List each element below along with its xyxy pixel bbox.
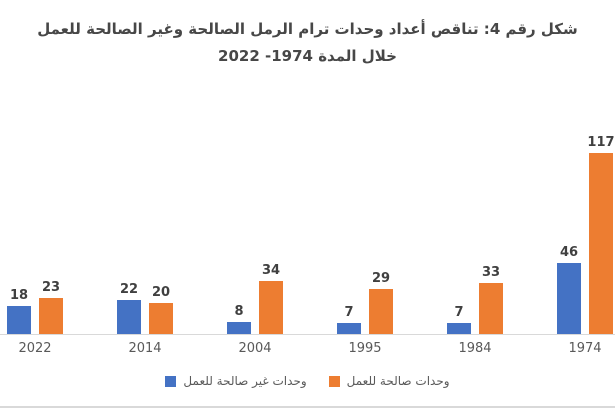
page-bottom-edge-line bbox=[0, 406, 615, 408]
bar-value-label: 23 bbox=[41, 280, 61, 295]
bar-group-2014: 22 20 bbox=[90, 140, 200, 334]
legend-label-not-working: وحدات غير صالحة للعمل bbox=[183, 374, 307, 388]
bar-value-label: 8 bbox=[234, 304, 244, 319]
bar-value-label: 46 bbox=[559, 245, 579, 260]
bar-group-2004: 8 34 bbox=[200, 140, 310, 334]
bar-1995-series2[interactable]: 29 bbox=[369, 271, 393, 334]
bar-value-label: 33 bbox=[481, 265, 501, 280]
bar-value-label: 34 bbox=[261, 263, 281, 278]
bar-group-1984: 7 33 bbox=[420, 140, 530, 334]
legend-swatch-orange-icon bbox=[328, 375, 340, 387]
bar-1974-series1[interactable]: 46 bbox=[557, 245, 581, 334]
legend-swatch-blue-icon bbox=[165, 375, 177, 387]
bar-value-label: 20 bbox=[151, 285, 171, 300]
x-axis-label-1974: 1974 bbox=[568, 341, 602, 356]
bar-value-label: 117 bbox=[587, 135, 615, 150]
bar-1984-series2[interactable]: 33 bbox=[479, 265, 503, 334]
bar-2014-series2[interactable]: 20 bbox=[149, 285, 173, 334]
legend-item-not-working-units[interactable]: وحدات غير صالحة للعمل bbox=[165, 374, 307, 388]
bar-2022-series1[interactable]: 18 bbox=[7, 288, 31, 334]
bar-group-1995: 7 29 bbox=[310, 140, 420, 334]
bar-2014-series1[interactable]: 22 bbox=[117, 282, 141, 334]
bar-value-label: 29 bbox=[371, 271, 391, 286]
legend: وحدات غير صالحة للعمل وحدات صالحة للعمل bbox=[0, 374, 615, 388]
bar-value-label: 18 bbox=[9, 288, 29, 303]
plot-area: 18 23 22 20 8 34 7 29 7 33 46 117 bbox=[0, 135, 615, 334]
bar-1984-series1[interactable]: 7 bbox=[447, 305, 471, 334]
legend-item-working-units[interactable]: وحدات صالحة للعمل bbox=[328, 374, 450, 388]
chart-title: شكل رقم 4: تناقص أعداد وحدات ترام الرمل … bbox=[0, 16, 615, 70]
x-axis-label-2022: 2022 bbox=[18, 341, 52, 356]
chart-title-line2: خلال المدة 1974- 2022 bbox=[218, 47, 397, 65]
chart-title-line1: شكل رقم 4: تناقص أعداد وحدات ترام الرمل … bbox=[37, 20, 578, 38]
bar-group-2022: 18 23 bbox=[0, 140, 90, 334]
bar-2004-series1[interactable]: 8 bbox=[227, 304, 251, 334]
bar-2004-series2[interactable]: 34 bbox=[259, 263, 283, 334]
bar-value-label: 7 bbox=[344, 305, 354, 320]
bar-value-label: 22 bbox=[119, 282, 139, 297]
bar-value-label: 7 bbox=[454, 305, 464, 320]
x-axis-label-1984: 1984 bbox=[458, 341, 492, 356]
x-axis-line bbox=[0, 334, 615, 335]
legend-label-working: وحدات صالحة للعمل bbox=[346, 374, 450, 388]
x-axis-label-2004: 2004 bbox=[238, 341, 272, 356]
x-axis-labels: 2022 2014 2004 1995 1984 1974 bbox=[0, 341, 615, 359]
x-axis-label-2014: 2014 bbox=[128, 341, 162, 356]
bar-1974-series2[interactable]: 117 bbox=[587, 135, 615, 334]
x-axis-label-1995: 1995 bbox=[348, 341, 382, 356]
bar-2022-series2[interactable]: 23 bbox=[39, 280, 63, 334]
bar-group-1974: 46 117 bbox=[530, 135, 615, 334]
bar-1995-series1[interactable]: 7 bbox=[337, 305, 361, 334]
